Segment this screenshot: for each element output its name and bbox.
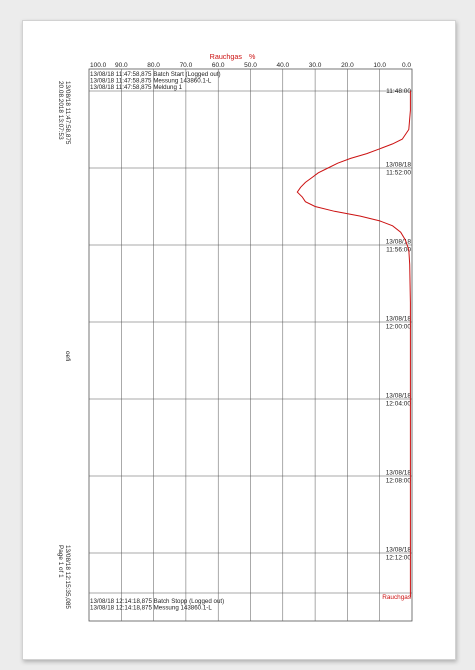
x-tick-label: 30.0 bbox=[309, 62, 322, 69]
x-tick-label: 0.0 bbox=[402, 62, 411, 69]
x-tick-label: 90.0 bbox=[115, 62, 128, 69]
x-tick-label: 50.0 bbox=[244, 62, 257, 69]
event-start-line: 13/08/18 11:47:58,875 Meldung 1 bbox=[90, 84, 183, 91]
event-end-line: 13/08/18 12:14:18,875 Messung 143860.1-L bbox=[90, 605, 212, 612]
print-date-stamp: 20.08.2018 13:07:53 bbox=[57, 81, 64, 140]
series-line-rauchgas bbox=[296, 90, 411, 598]
x-tick-label: 20.0 bbox=[341, 62, 354, 69]
event-annotations: 13/08/18 11:47:58,875 Batch Start (Logge… bbox=[90, 71, 224, 612]
axis-title: Rauchgas bbox=[210, 52, 243, 61]
time-tick-label: 12:04:00 bbox=[386, 401, 412, 408]
time-tick-date: 13/08/18 bbox=[386, 239, 412, 246]
time-tick-date: 13/08/18 bbox=[386, 393, 412, 400]
x-tick-labels: 100.0 90.0 80.0 70.0 60.0 50.0 40.0 30.0 20.0 10.… bbox=[90, 62, 411, 69]
time-tick-label: 12:12:00 bbox=[386, 555, 412, 562]
x-tick-label: 60.0 bbox=[212, 62, 225, 69]
time-tick-label: 11:52:00 bbox=[386, 170, 411, 177]
time-tick-labels: 11:48:0013/08/1811:52:0013/08/1811:56:00… bbox=[386, 88, 412, 562]
report-page: Rauchgas % 13/08/18 11:47:58,875 20.08.2… bbox=[22, 20, 456, 660]
time-tick-date: 13/08/18 bbox=[386, 470, 412, 477]
time-tick-label: 11:56:00 bbox=[386, 247, 411, 254]
x-tick-label: 70.0 bbox=[180, 62, 193, 69]
x-tick-label: 10.0 bbox=[373, 62, 386, 69]
page-number: Page 1 of 1 bbox=[57, 545, 64, 578]
series-label: Rauchgas bbox=[382, 594, 411, 601]
event-end-line: 13/08/18 12:14:18,875 Batch Stopp (Logge… bbox=[90, 598, 224, 605]
rauchgas-chart: Rauchgas % 13/08/18 11:47:58,875 20.08.2… bbox=[57, 52, 413, 622]
x-tick-label: 40.0 bbox=[276, 62, 289, 69]
event-start-line: 13/08/18 11:47:58,875 Batch Start (Logge… bbox=[90, 71, 221, 78]
side-label: oefi bbox=[64, 351, 71, 361]
time-tick-date: 13/08/18 bbox=[386, 547, 412, 554]
chart-grid bbox=[88, 68, 413, 622]
batch-end-stamp: 13/08/18 12:15:35,085 bbox=[64, 545, 71, 609]
time-tick-label: 12:00:00 bbox=[386, 324, 412, 331]
batch-start-stamp: 13/08/18 11:47:58,875 bbox=[64, 81, 71, 145]
event-start-line: 13/08/18 11:47:58,875 Messung 143860.1-L bbox=[90, 77, 212, 84]
time-tick-date: 13/08/18 bbox=[386, 162, 412, 169]
time-tick-label: 11:48:00 bbox=[386, 88, 411, 95]
axis-unit: % bbox=[249, 52, 256, 61]
time-tick-date: 13/08/18 bbox=[386, 316, 412, 323]
time-tick-label: 12:08:00 bbox=[386, 478, 412, 485]
x-tick-label: 100.0 bbox=[90, 62, 107, 69]
x-tick-label: 80.0 bbox=[147, 62, 160, 69]
